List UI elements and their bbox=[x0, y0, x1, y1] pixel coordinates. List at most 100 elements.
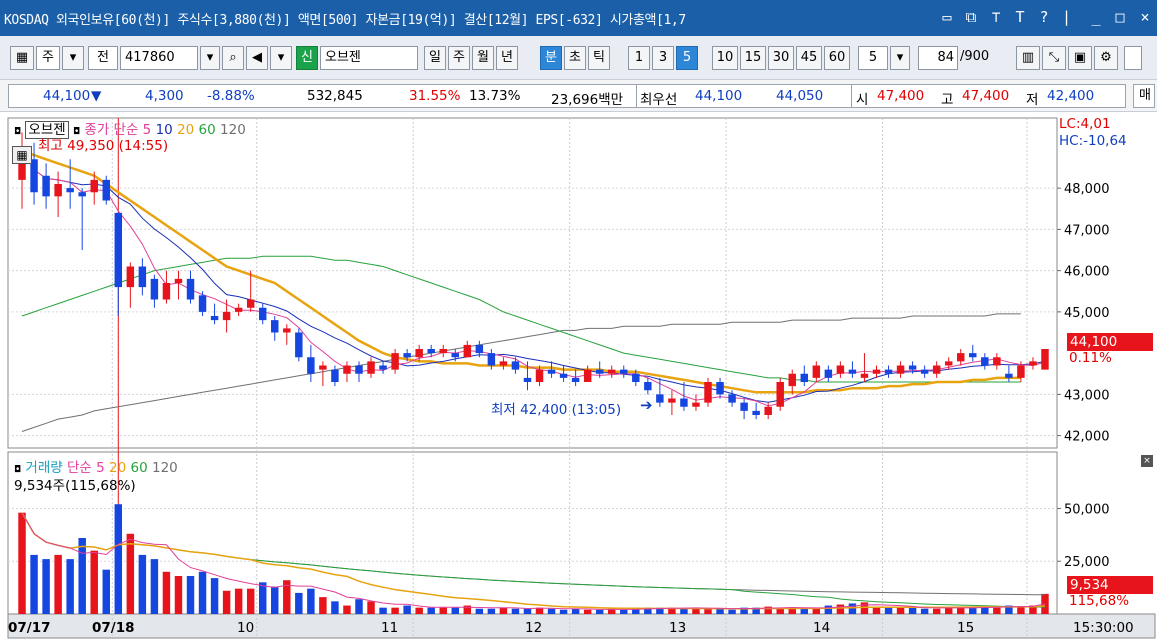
ma20-line bbox=[21, 149, 1021, 394]
stock-code-input[interactable]: 417860 bbox=[120, 46, 198, 70]
volume-bar bbox=[403, 605, 411, 614]
code-dropdown-icon[interactable]: ▾ bbox=[200, 46, 220, 70]
volume-bar bbox=[668, 607, 676, 614]
popout-icon[interactable]: ⧉ bbox=[965, 8, 977, 26]
interval-3[interactable]: 3 bbox=[652, 46, 674, 70]
price-volume-chart[interactable]: 48,000 47,000 46,000 45,000 43,000 42,000 50,0… bbox=[0, 112, 1157, 641]
display-count-input[interactable]: 84 bbox=[918, 46, 958, 70]
toolbar: ▦ 주 ▾ 전 417860 ▾ ⌕ ◀ ▾ 신 오브젠 일 주 월 년 분 초… bbox=[0, 36, 1157, 80]
volume-bar bbox=[415, 607, 423, 614]
volume-bar bbox=[66, 559, 74, 614]
legend-ma5: 종가 단순 5 bbox=[84, 122, 152, 138]
volume-bar bbox=[162, 571, 171, 614]
candle-body bbox=[222, 311, 231, 321]
save-icon[interactable]: ▣ bbox=[1068, 46, 1092, 70]
x-label-0717: 07/17 bbox=[8, 620, 51, 636]
market-select[interactable]: 전 bbox=[88, 46, 118, 70]
candle-body bbox=[1041, 349, 1049, 370]
candle-body bbox=[463, 344, 472, 358]
period-second[interactable]: 초 bbox=[564, 46, 586, 70]
minimize-icon[interactable]: _ bbox=[1091, 8, 1101, 26]
chevron-down-icon[interactable]: ▾ bbox=[62, 46, 84, 70]
ma60-line bbox=[21, 255, 1021, 383]
volume-bar bbox=[692, 607, 700, 614]
candle-body bbox=[993, 357, 1001, 366]
candle-body bbox=[704, 382, 712, 403]
volume-bar bbox=[30, 554, 38, 614]
close-icon[interactable]: × bbox=[1140, 8, 1150, 26]
interval-10[interactable]: 10 bbox=[712, 46, 738, 70]
interval-30[interactable]: 30 bbox=[768, 46, 794, 70]
title-bar: KOSDAQ 외국인보유[60(천)] 주식수[3,880(천)] 액면[500… bbox=[0, 0, 1157, 36]
candle-body bbox=[1029, 361, 1037, 366]
help-icon[interactable]: ? bbox=[1039, 8, 1049, 26]
candle-body bbox=[90, 179, 98, 193]
interval-45[interactable]: 45 bbox=[796, 46, 822, 70]
volume-bar bbox=[523, 608, 532, 614]
volume-bar bbox=[800, 608, 809, 614]
gear-icon[interactable]: ⚙ bbox=[1094, 46, 1118, 70]
period-year[interactable]: 년 bbox=[496, 46, 518, 70]
volume-bar bbox=[210, 578, 219, 614]
candle-body bbox=[319, 365, 327, 370]
volume-bar bbox=[812, 608, 821, 614]
candle-body bbox=[620, 369, 628, 374]
price-legend: ◘ 오브젠 ◘ 종가 단순 5 10 20 60 120 bbox=[14, 121, 246, 139]
interval-1[interactable]: 1 bbox=[628, 46, 650, 70]
volume-bar bbox=[776, 607, 784, 614]
volume-bar bbox=[451, 607, 460, 614]
period-minute[interactable]: 분 bbox=[540, 46, 562, 70]
option-checkbox[interactable] bbox=[1124, 46, 1142, 70]
stock-type-select[interactable]: 주 bbox=[36, 46, 60, 70]
pin-icon[interactable]: ⊤ bbox=[991, 8, 1001, 26]
candle-body bbox=[764, 406, 772, 415]
period-tick[interactable]: 틱 bbox=[588, 46, 610, 70]
volume-bar bbox=[728, 609, 736, 614]
volume-bar bbox=[18, 512, 26, 614]
font-icon[interactable]: T bbox=[1015, 8, 1025, 26]
candle-body bbox=[307, 357, 315, 374]
panel-close-icon[interactable]: × bbox=[1141, 455, 1153, 467]
stock-name-field[interactable]: 오브젠 bbox=[320, 46, 418, 70]
candle-body bbox=[1017, 365, 1025, 378]
candle-body bbox=[439, 349, 447, 354]
x-label-11: 11 bbox=[381, 620, 399, 636]
interval-15[interactable]: 15 bbox=[740, 46, 766, 70]
candle-body bbox=[114, 212, 123, 288]
volume-bar bbox=[632, 608, 640, 614]
x-label-14: 14 bbox=[813, 620, 831, 636]
window-menu-icon[interactable]: ▦ bbox=[10, 46, 34, 70]
period-day[interactable]: 일 bbox=[424, 46, 446, 70]
interval-dropdown-icon[interactable]: ▾ bbox=[890, 46, 910, 70]
speaker-dropdown-icon[interactable]: ▾ bbox=[270, 46, 292, 70]
candle-body bbox=[692, 402, 700, 407]
candle-style-icon[interactable]: ▥ bbox=[1016, 46, 1040, 70]
interval-5[interactable]: 5 bbox=[676, 46, 698, 70]
ma120-line bbox=[21, 313, 1021, 432]
volume-bar bbox=[896, 606, 905, 614]
current-volume-tag: 9,534 bbox=[1067, 576, 1153, 594]
maximize-icon[interactable]: □ bbox=[1115, 8, 1125, 26]
x-label-15: 15 bbox=[957, 620, 975, 636]
lc-value: LC:4,01 bbox=[1059, 116, 1111, 132]
current-price-tag: 44,100 bbox=[1067, 333, 1153, 351]
interval-60[interactable]: 60 bbox=[824, 46, 850, 70]
period-week[interactable]: 주 bbox=[448, 46, 470, 70]
interval-value-field[interactable]: 5 bbox=[858, 46, 888, 70]
candle-body bbox=[271, 320, 279, 333]
candle-body bbox=[523, 377, 532, 382]
volume-bar bbox=[981, 606, 989, 614]
legend-ma10: 10 bbox=[155, 122, 173, 138]
speaker-icon[interactable]: ◀ bbox=[246, 46, 268, 70]
candle-body bbox=[126, 266, 135, 288]
restore-icon[interactable]: ▭ bbox=[942, 8, 952, 26]
search-icon[interactable]: ⌕ bbox=[222, 46, 244, 70]
indicator-icon[interactable]: ⤡ bbox=[1042, 46, 1066, 70]
order-button[interactable]: 매 bbox=[1133, 84, 1155, 108]
grid-table-icon[interactable]: ▦ bbox=[12, 146, 32, 164]
period-month[interactable]: 월 bbox=[472, 46, 494, 70]
candle-body bbox=[258, 307, 267, 321]
ma10-line bbox=[21, 146, 1046, 403]
volume-bar bbox=[42, 559, 50, 614]
candle-body bbox=[234, 307, 243, 312]
